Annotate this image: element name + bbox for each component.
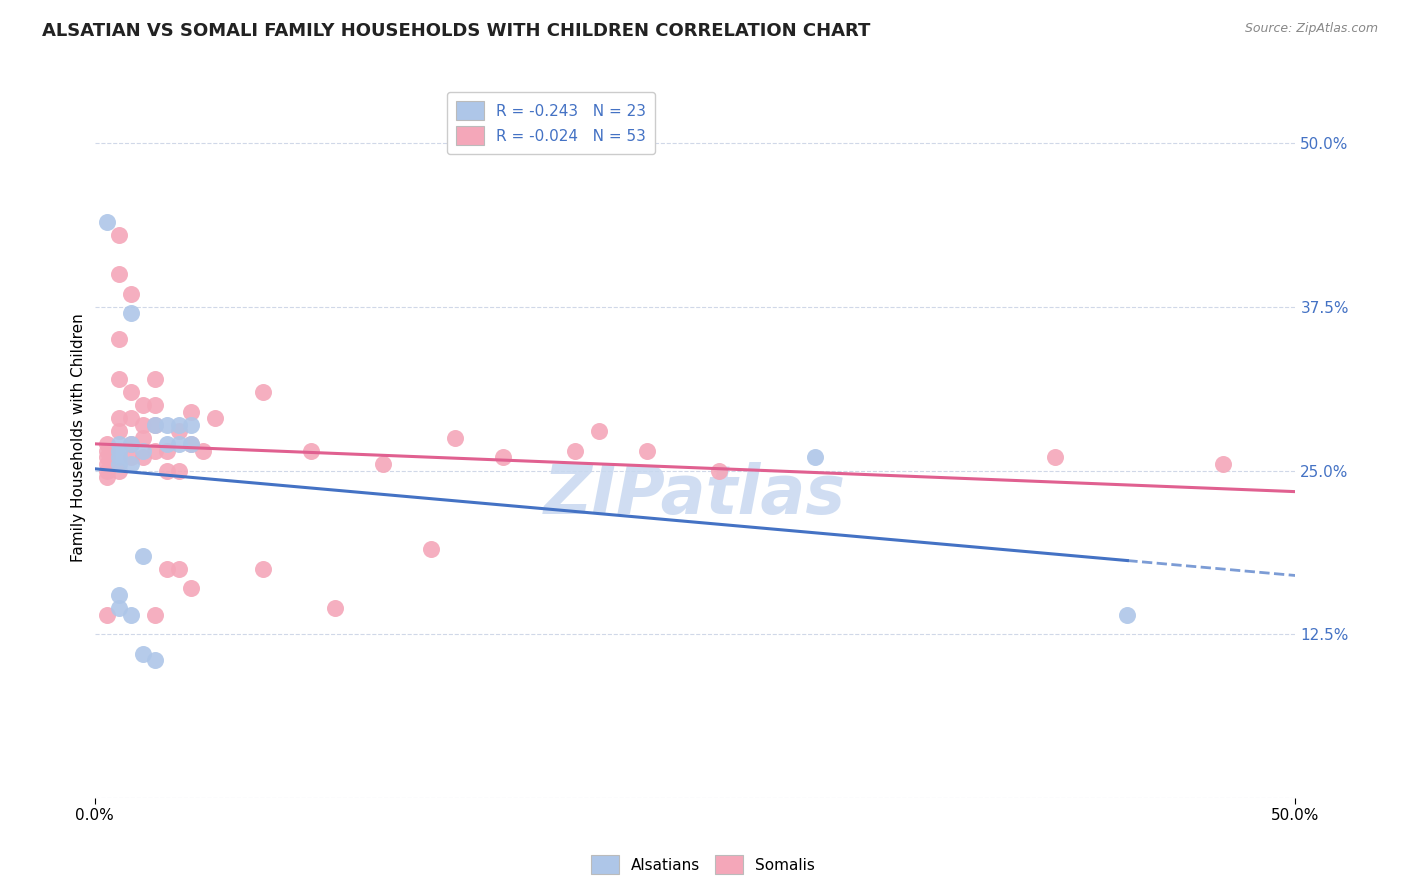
Point — [299, 443, 322, 458]
Point — [120, 286, 142, 301]
Point — [180, 404, 202, 418]
Point — [804, 450, 827, 465]
Point — [323, 601, 346, 615]
Point — [143, 607, 166, 622]
Point — [252, 384, 274, 399]
Point — [191, 443, 214, 458]
Point — [180, 417, 202, 432]
Point — [371, 457, 394, 471]
Point — [1045, 450, 1067, 465]
Point — [132, 443, 155, 458]
Point — [120, 437, 142, 451]
Point — [180, 582, 202, 596]
Point — [143, 443, 166, 458]
Point — [107, 333, 129, 347]
Point — [143, 417, 166, 432]
Point — [132, 647, 155, 661]
Point — [107, 588, 129, 602]
Point — [167, 463, 190, 477]
Point — [588, 424, 610, 438]
Point — [1212, 457, 1234, 471]
Point — [132, 431, 155, 445]
Point — [96, 470, 118, 484]
Point — [96, 450, 118, 465]
Point — [143, 417, 166, 432]
Point — [204, 411, 226, 425]
Text: ALSATIAN VS SOMALI FAMILY HOUSEHOLDS WITH CHILDREN CORRELATION CHART: ALSATIAN VS SOMALI FAMILY HOUSEHOLDS WIT… — [42, 22, 870, 40]
Text: ZIPatlas: ZIPatlas — [544, 462, 846, 528]
Point — [120, 411, 142, 425]
Point — [107, 443, 129, 458]
Point — [180, 437, 202, 451]
Point — [120, 384, 142, 399]
Legend: R = -0.243   N = 23, R = -0.024   N = 53: R = -0.243 N = 23, R = -0.024 N = 53 — [447, 92, 655, 154]
Point — [143, 372, 166, 386]
Legend: Alsatians, Somalis: Alsatians, Somalis — [585, 849, 821, 880]
Point — [96, 214, 118, 228]
Point — [167, 562, 190, 576]
Point — [107, 372, 129, 386]
Point — [636, 443, 658, 458]
Point — [120, 450, 142, 465]
Point — [107, 424, 129, 438]
Point — [707, 463, 730, 477]
Point — [96, 437, 118, 451]
Point — [156, 443, 179, 458]
Point — [180, 437, 202, 451]
Text: Source: ZipAtlas.com: Source: ZipAtlas.com — [1244, 22, 1378, 36]
Point — [156, 417, 179, 432]
Point — [107, 450, 129, 465]
Point — [107, 411, 129, 425]
Point — [132, 450, 155, 465]
Point — [143, 398, 166, 412]
Point — [107, 437, 129, 451]
Point — [419, 542, 441, 557]
Point — [107, 267, 129, 281]
Point — [120, 607, 142, 622]
Y-axis label: Family Households with Children: Family Households with Children — [72, 313, 86, 562]
Point — [107, 227, 129, 242]
Point — [96, 463, 118, 477]
Point — [167, 417, 190, 432]
Point — [156, 437, 179, 451]
Point — [1116, 607, 1139, 622]
Point — [444, 431, 467, 445]
Point — [167, 424, 190, 438]
Point — [156, 562, 179, 576]
Point — [107, 457, 129, 471]
Point — [132, 417, 155, 432]
Point — [107, 463, 129, 477]
Point — [252, 562, 274, 576]
Point — [564, 443, 586, 458]
Point — [107, 601, 129, 615]
Point — [120, 306, 142, 320]
Point — [120, 437, 142, 451]
Point — [96, 443, 118, 458]
Point — [96, 457, 118, 471]
Point — [167, 437, 190, 451]
Point — [132, 398, 155, 412]
Point — [120, 457, 142, 471]
Point — [132, 549, 155, 563]
Point — [492, 450, 515, 465]
Point — [96, 607, 118, 622]
Point — [156, 463, 179, 477]
Point — [143, 653, 166, 667]
